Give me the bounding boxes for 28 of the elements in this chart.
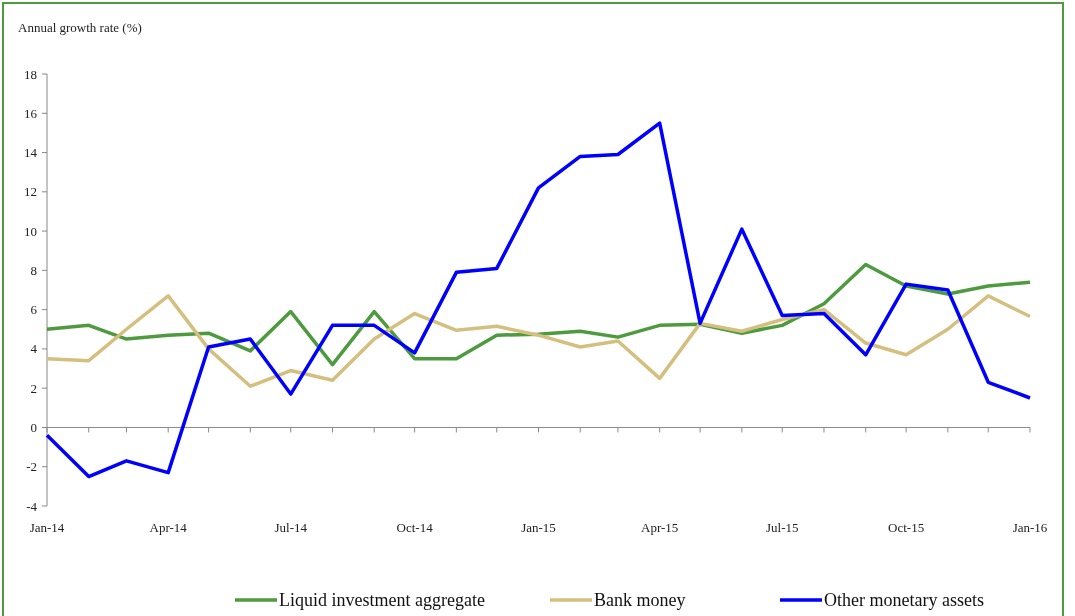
y-tick-label: 14 [24, 145, 38, 161]
y-tick-label: 12 [24, 184, 37, 200]
line-series [45, 262, 1032, 367]
line-series [45, 121, 1032, 479]
legend-label: Other monetary assets [824, 590, 984, 611]
y-tick-label: 2 [30, 380, 37, 396]
x-tick-label: Oct-15 [888, 520, 925, 535]
y-tick-label: 0 [30, 420, 37, 435]
x-tick-label: Oct-14 [396, 520, 434, 535]
y-tick-label: -2 [26, 459, 37, 475]
legend-label: Bank money [594, 590, 686, 611]
y-tick-label: 10 [24, 223, 37, 239]
y-tick-label: 6 [30, 302, 38, 318]
y-tick-label: -4 [26, 498, 38, 514]
y-tick-label: 16 [24, 105, 38, 121]
y-axis-title: Annual growth rate (%) [18, 20, 142, 35]
x-tick-label: Jan-16 [1012, 520, 1048, 535]
x-tick-label: Jul-15 [765, 520, 799, 535]
x-tick-label: Jul-14 [274, 520, 308, 535]
x-tick-label: Jan-14 [29, 520, 65, 535]
line-series [45, 294, 1032, 388]
y-tick-label: 8 [30, 262, 37, 278]
x-tick-label: Apr-15 [641, 520, 679, 535]
x-tick-label: Apr-14 [149, 520, 188, 535]
y-tick-label: 4 [30, 341, 38, 357]
legend-label: Liquid investment aggregate [279, 590, 485, 611]
x-tick-label: Jan-15 [521, 520, 556, 535]
y-tick-label: 18 [24, 66, 37, 82]
